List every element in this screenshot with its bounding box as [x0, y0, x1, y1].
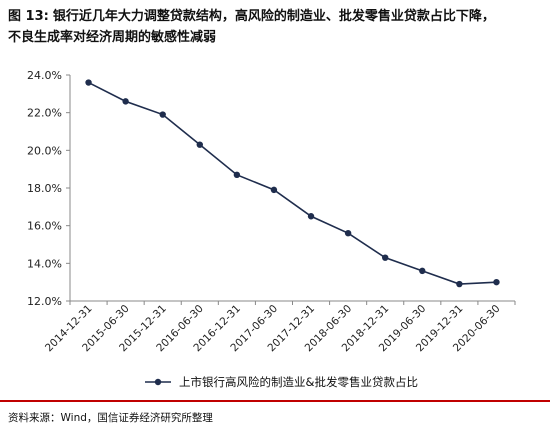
data-point: [382, 254, 389, 261]
y-tick-label: 14.0%: [27, 257, 62, 270]
footer: 资料来源：Wind，国信证券经济研究所整理: [0, 400, 550, 437]
data-point: [270, 186, 278, 194]
data-point: [493, 278, 500, 286]
y-tick-label: 12.0%: [27, 295, 62, 308]
y-tick-label: 16.0%: [27, 220, 62, 233]
data-point: [122, 98, 129, 105]
data-point: [456, 280, 463, 288]
data-point: [419, 267, 426, 275]
title-line-2: 不良生成率对经济周期的敏感性减弱: [8, 30, 217, 45]
source-note: 资料来源：Wind，国信证券经济研究所整理: [8, 412, 213, 424]
figure-title: 图 13: 银行近几年大力调整贷款结构，高风险的制造业、批发零售业贷款占比下降， …: [8, 6, 543, 48]
title-text-1: 银行近几年大力调整贷款结构，高风险的制造业、批发零售业贷款占比下降，: [52, 9, 495, 24]
y-tick-label: 20.0%: [27, 144, 62, 157]
legend-marker: [154, 378, 162, 386]
data-point: [344, 230, 352, 237]
data-point: [196, 141, 203, 148]
figure-number: 图 13:: [8, 9, 49, 24]
line-chart: 12.0%14.0%16.0%18.0%20.0%22.0%24.0%2014-…: [27, 69, 516, 389]
data-point: [233, 171, 241, 179]
title-line-1: 图 13: 银行近几年大力调整贷款结构，高风险的制造业、批发零售业贷款占比下降，: [8, 6, 543, 27]
data-point: [159, 111, 166, 118]
y-tick-label: 22.0%: [27, 107, 62, 120]
data-point: [85, 79, 92, 86]
legend-label: 上市银行高风险的制造业&批发零售业贷款占比: [179, 375, 418, 389]
y-tick-label: 18.0%: [27, 182, 62, 195]
y-tick-label: 24.0%: [27, 69, 62, 82]
data-point: [307, 213, 315, 220]
series-line: [88, 81, 497, 285]
